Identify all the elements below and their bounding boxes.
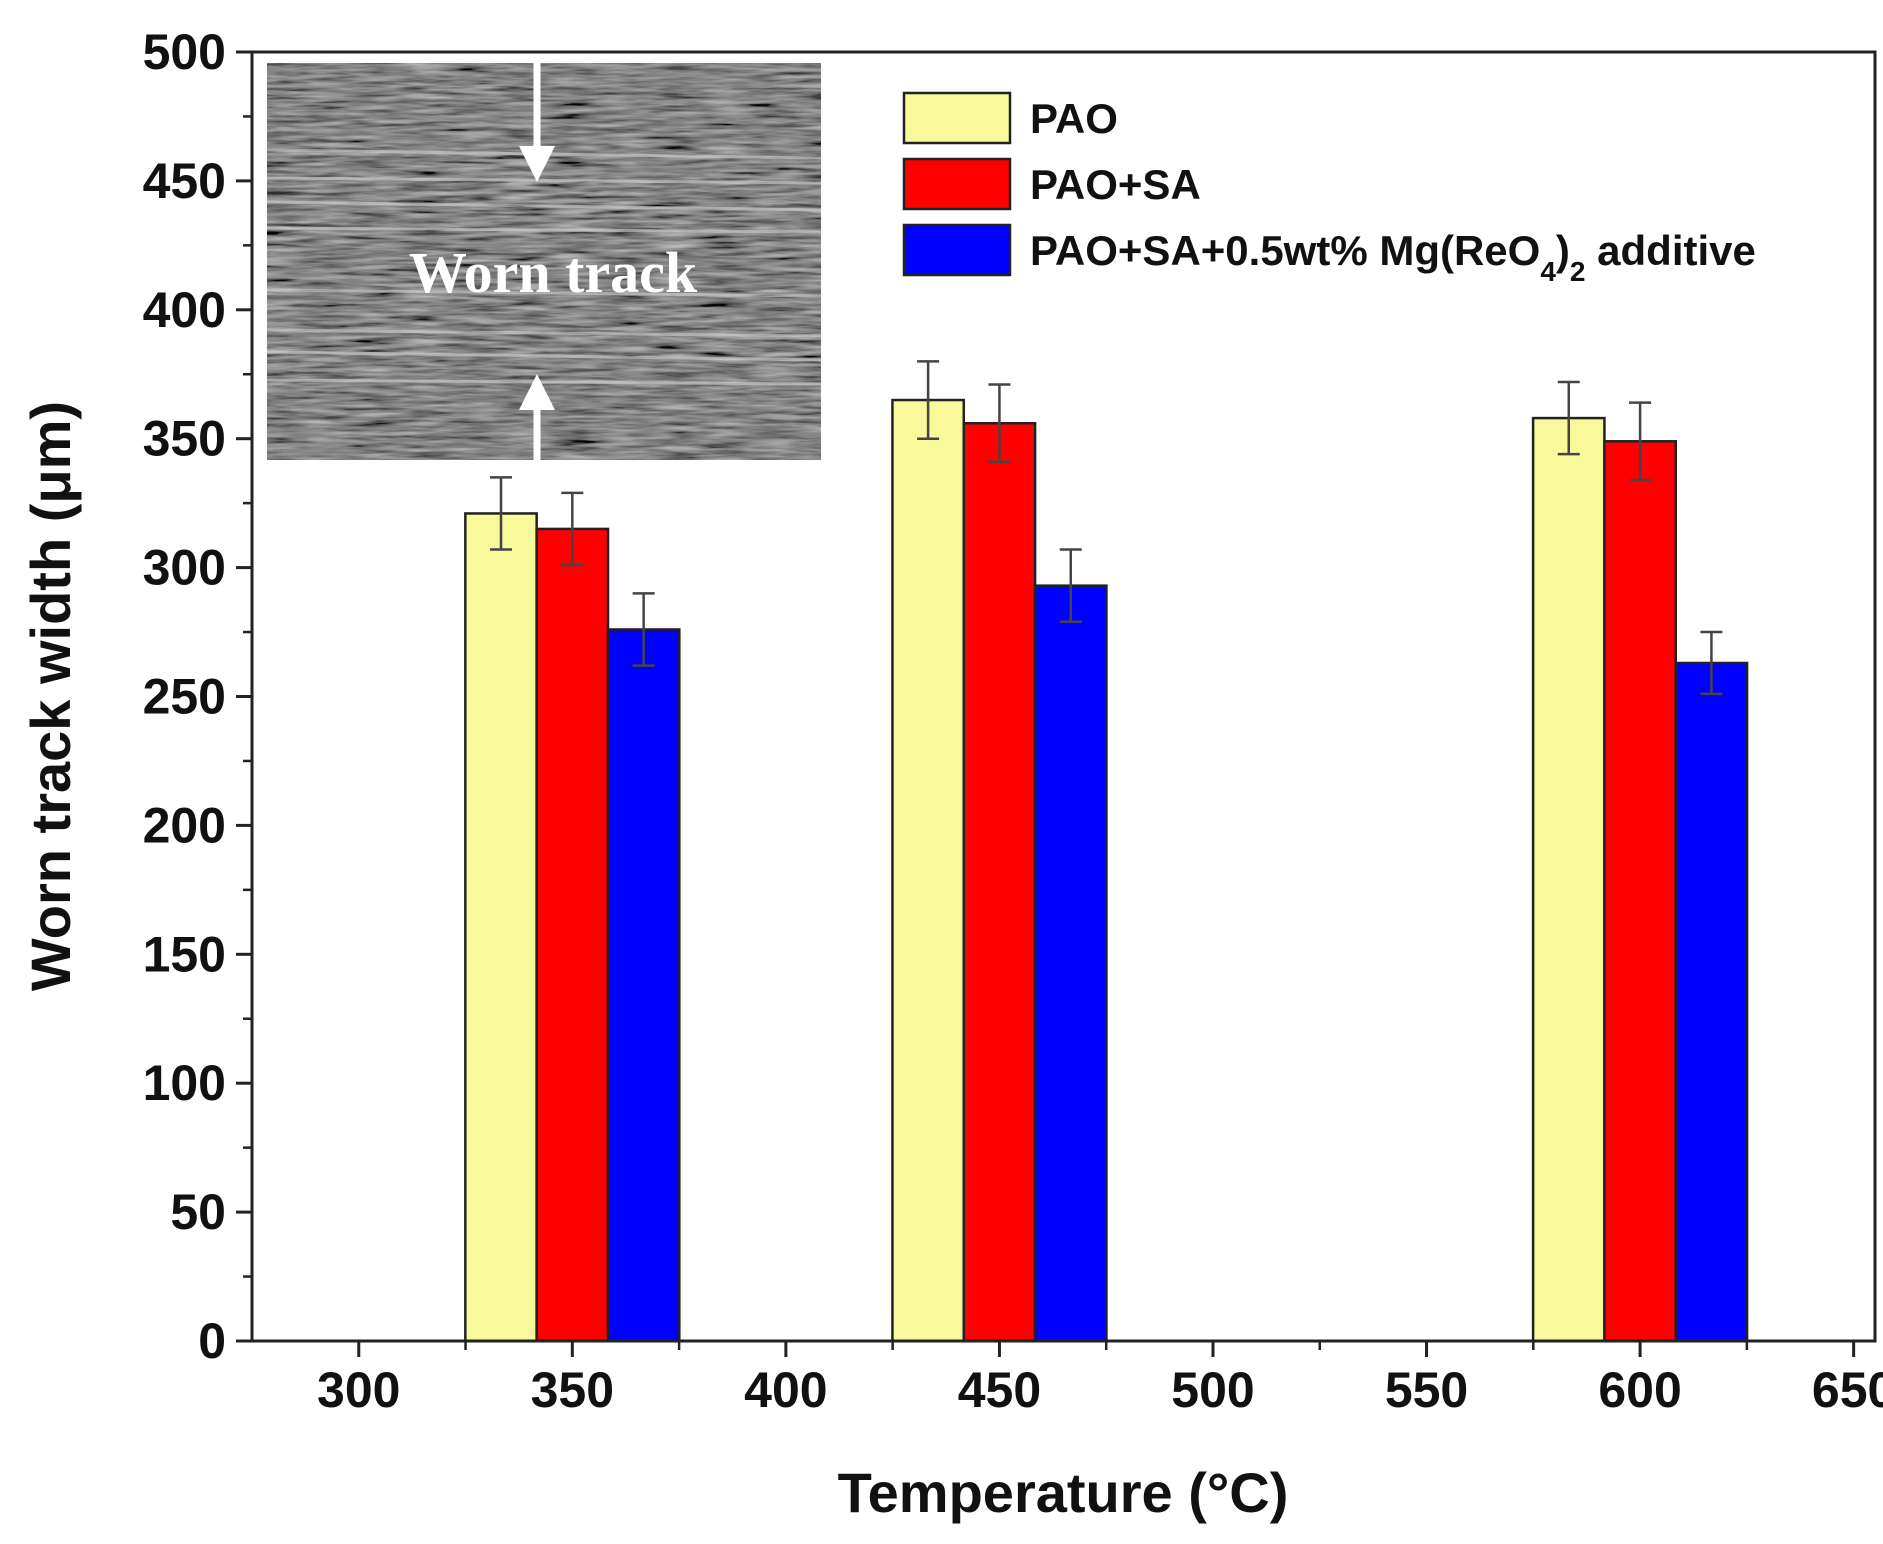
x-tick-label: 650 [1812, 1362, 1883, 1418]
error-bar-0-450 [917, 360, 940, 440]
bars-layer [464, 398, 1749, 1343]
error-bar-2-350 [632, 592, 655, 667]
legend-swatch [902, 223, 1012, 277]
arrow-down-head-icon [519, 146, 555, 182]
legend-label: PAO [1030, 95, 1118, 142]
y-tick-label: 250 [143, 669, 226, 725]
error-bar-1-350 [561, 491, 584, 567]
inset-label: Worn track [409, 240, 698, 305]
arrow-up-head-icon [519, 374, 555, 410]
y-tick-label: 400 [143, 282, 226, 338]
x-tick-label: 450 [958, 1362, 1041, 1418]
inset-sem-image: Worn track [266, 63, 822, 460]
error-bar-1-450 [988, 383, 1011, 464]
x-tick-label: 300 [317, 1362, 400, 1418]
bar-pao-sa-0-5wt-mg-reo4-2-additive-600 [1674, 661, 1749, 1343]
inset-wear-lines [266, 148, 822, 386]
y-tick-label: 200 [143, 797, 226, 853]
x-tick-label: 500 [1171, 1362, 1254, 1418]
error-bar-0-350 [490, 476, 513, 551]
bar-pao-sa-350 [535, 527, 610, 1343]
legend-swatch [902, 157, 1012, 211]
legend-item: PAO+SA [902, 157, 1201, 211]
bar-pao-600 [1531, 416, 1606, 1343]
x-tick-label: 400 [744, 1362, 827, 1418]
bar-pao-450 [891, 398, 966, 1343]
x-tick-label: 550 [1385, 1362, 1468, 1418]
legend-label: PAO+SA+0.5wt% Mg(ReO4)2 additive [1030, 227, 1756, 287]
y-tick-label: 0 [198, 1313, 226, 1369]
error-bar-2-600 [1700, 630, 1723, 696]
error-bar-0-600 [1557, 380, 1580, 456]
y-tick-label: 100 [143, 1055, 226, 1111]
bar-pao-sa-450 [962, 421, 1037, 1343]
inset-arrows [519, 63, 555, 460]
x-axis-title: Temperature (°C) [838, 1461, 1289, 1524]
legend-swatch [902, 91, 1012, 145]
y-tick-label: 50 [170, 1184, 226, 1240]
x-axis-ticks: 300 350 400 450 500 550 600 650 [317, 1341, 1883, 1418]
y-tick-label: 300 [143, 540, 226, 596]
legend: PAO PAO+SA PAO+SA+0.5wt% Mg(ReO4)2 additiv… [902, 91, 1756, 287]
x-tick-label: 600 [1598, 1362, 1681, 1418]
errorbars-layer [490, 360, 1723, 696]
bar-pao-sa-600 [1603, 440, 1678, 1343]
y-tick-label: 150 [143, 926, 226, 982]
error-bar-2-450 [1059, 548, 1082, 623]
error-bar-1-600 [1629, 401, 1652, 482]
y-tick-label: 500 [143, 24, 226, 80]
bar-pao-sa-0-5wt-mg-reo4-2-additive-350 [606, 628, 681, 1343]
x-tick-label: 350 [531, 1362, 614, 1418]
bar-pao-sa-0-5wt-mg-reo4-2-additive-450 [1033, 584, 1108, 1343]
y-tick-label: 350 [143, 411, 226, 467]
legend-label: PAO+SA [1030, 161, 1201, 208]
y-tick-label: 450 [143, 153, 226, 209]
legend-item: PAO+SA+0.5wt% Mg(ReO4)2 additive [902, 223, 1756, 287]
legend-item: PAO [902, 91, 1118, 145]
bar-pao-350 [464, 512, 538, 1343]
y-axis-ticks: 0 50 100 150 200 250 300 350 400 450 500 [143, 24, 252, 1369]
y-axis-title: Worn track width (μm) [19, 401, 82, 991]
